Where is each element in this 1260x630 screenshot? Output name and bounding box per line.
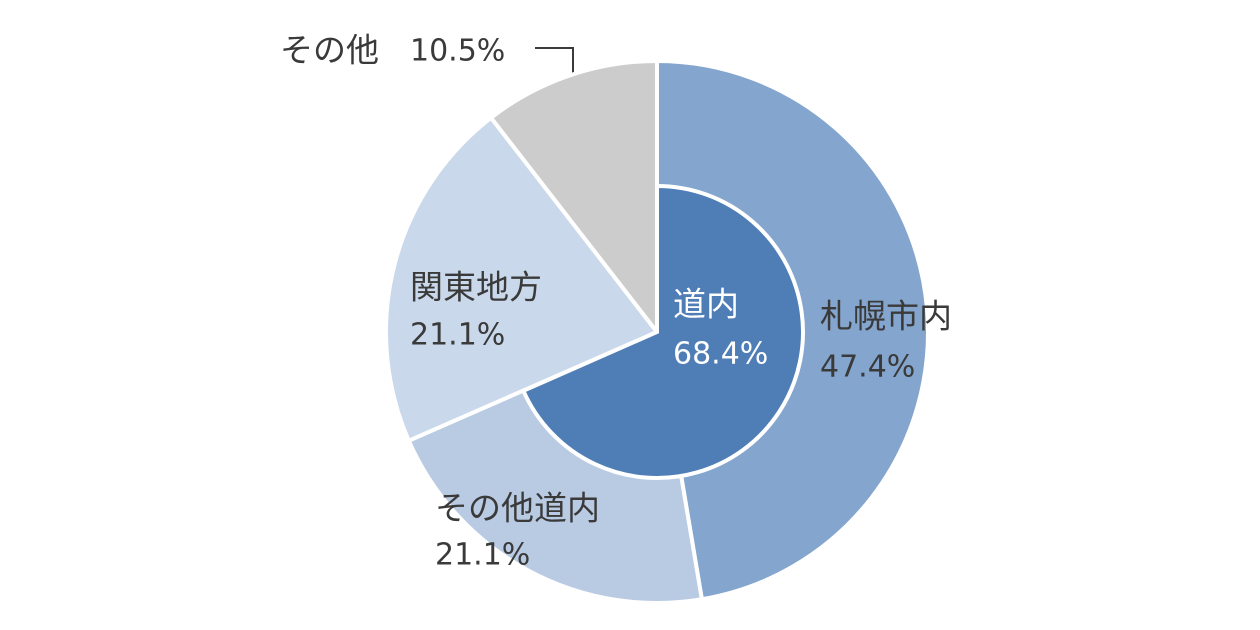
inner-slice	[520, 183, 805, 480]
slice-label: 関東地方	[410, 268, 542, 307]
inner-value-label: 68.4%	[673, 337, 768, 372]
value-label: 47.4%	[820, 350, 915, 385]
inner-label: 道内	[673, 285, 739, 324]
slice-label: その他道内	[435, 489, 600, 528]
pie-slice	[488, 58, 659, 338]
slice-label: 札幌市内	[820, 297, 952, 336]
value-label: 10.5%	[410, 34, 505, 69]
value-label: 21.1%	[410, 318, 505, 353]
slice-label: その他	[280, 31, 379, 70]
value-label: 21.1%	[435, 538, 530, 573]
